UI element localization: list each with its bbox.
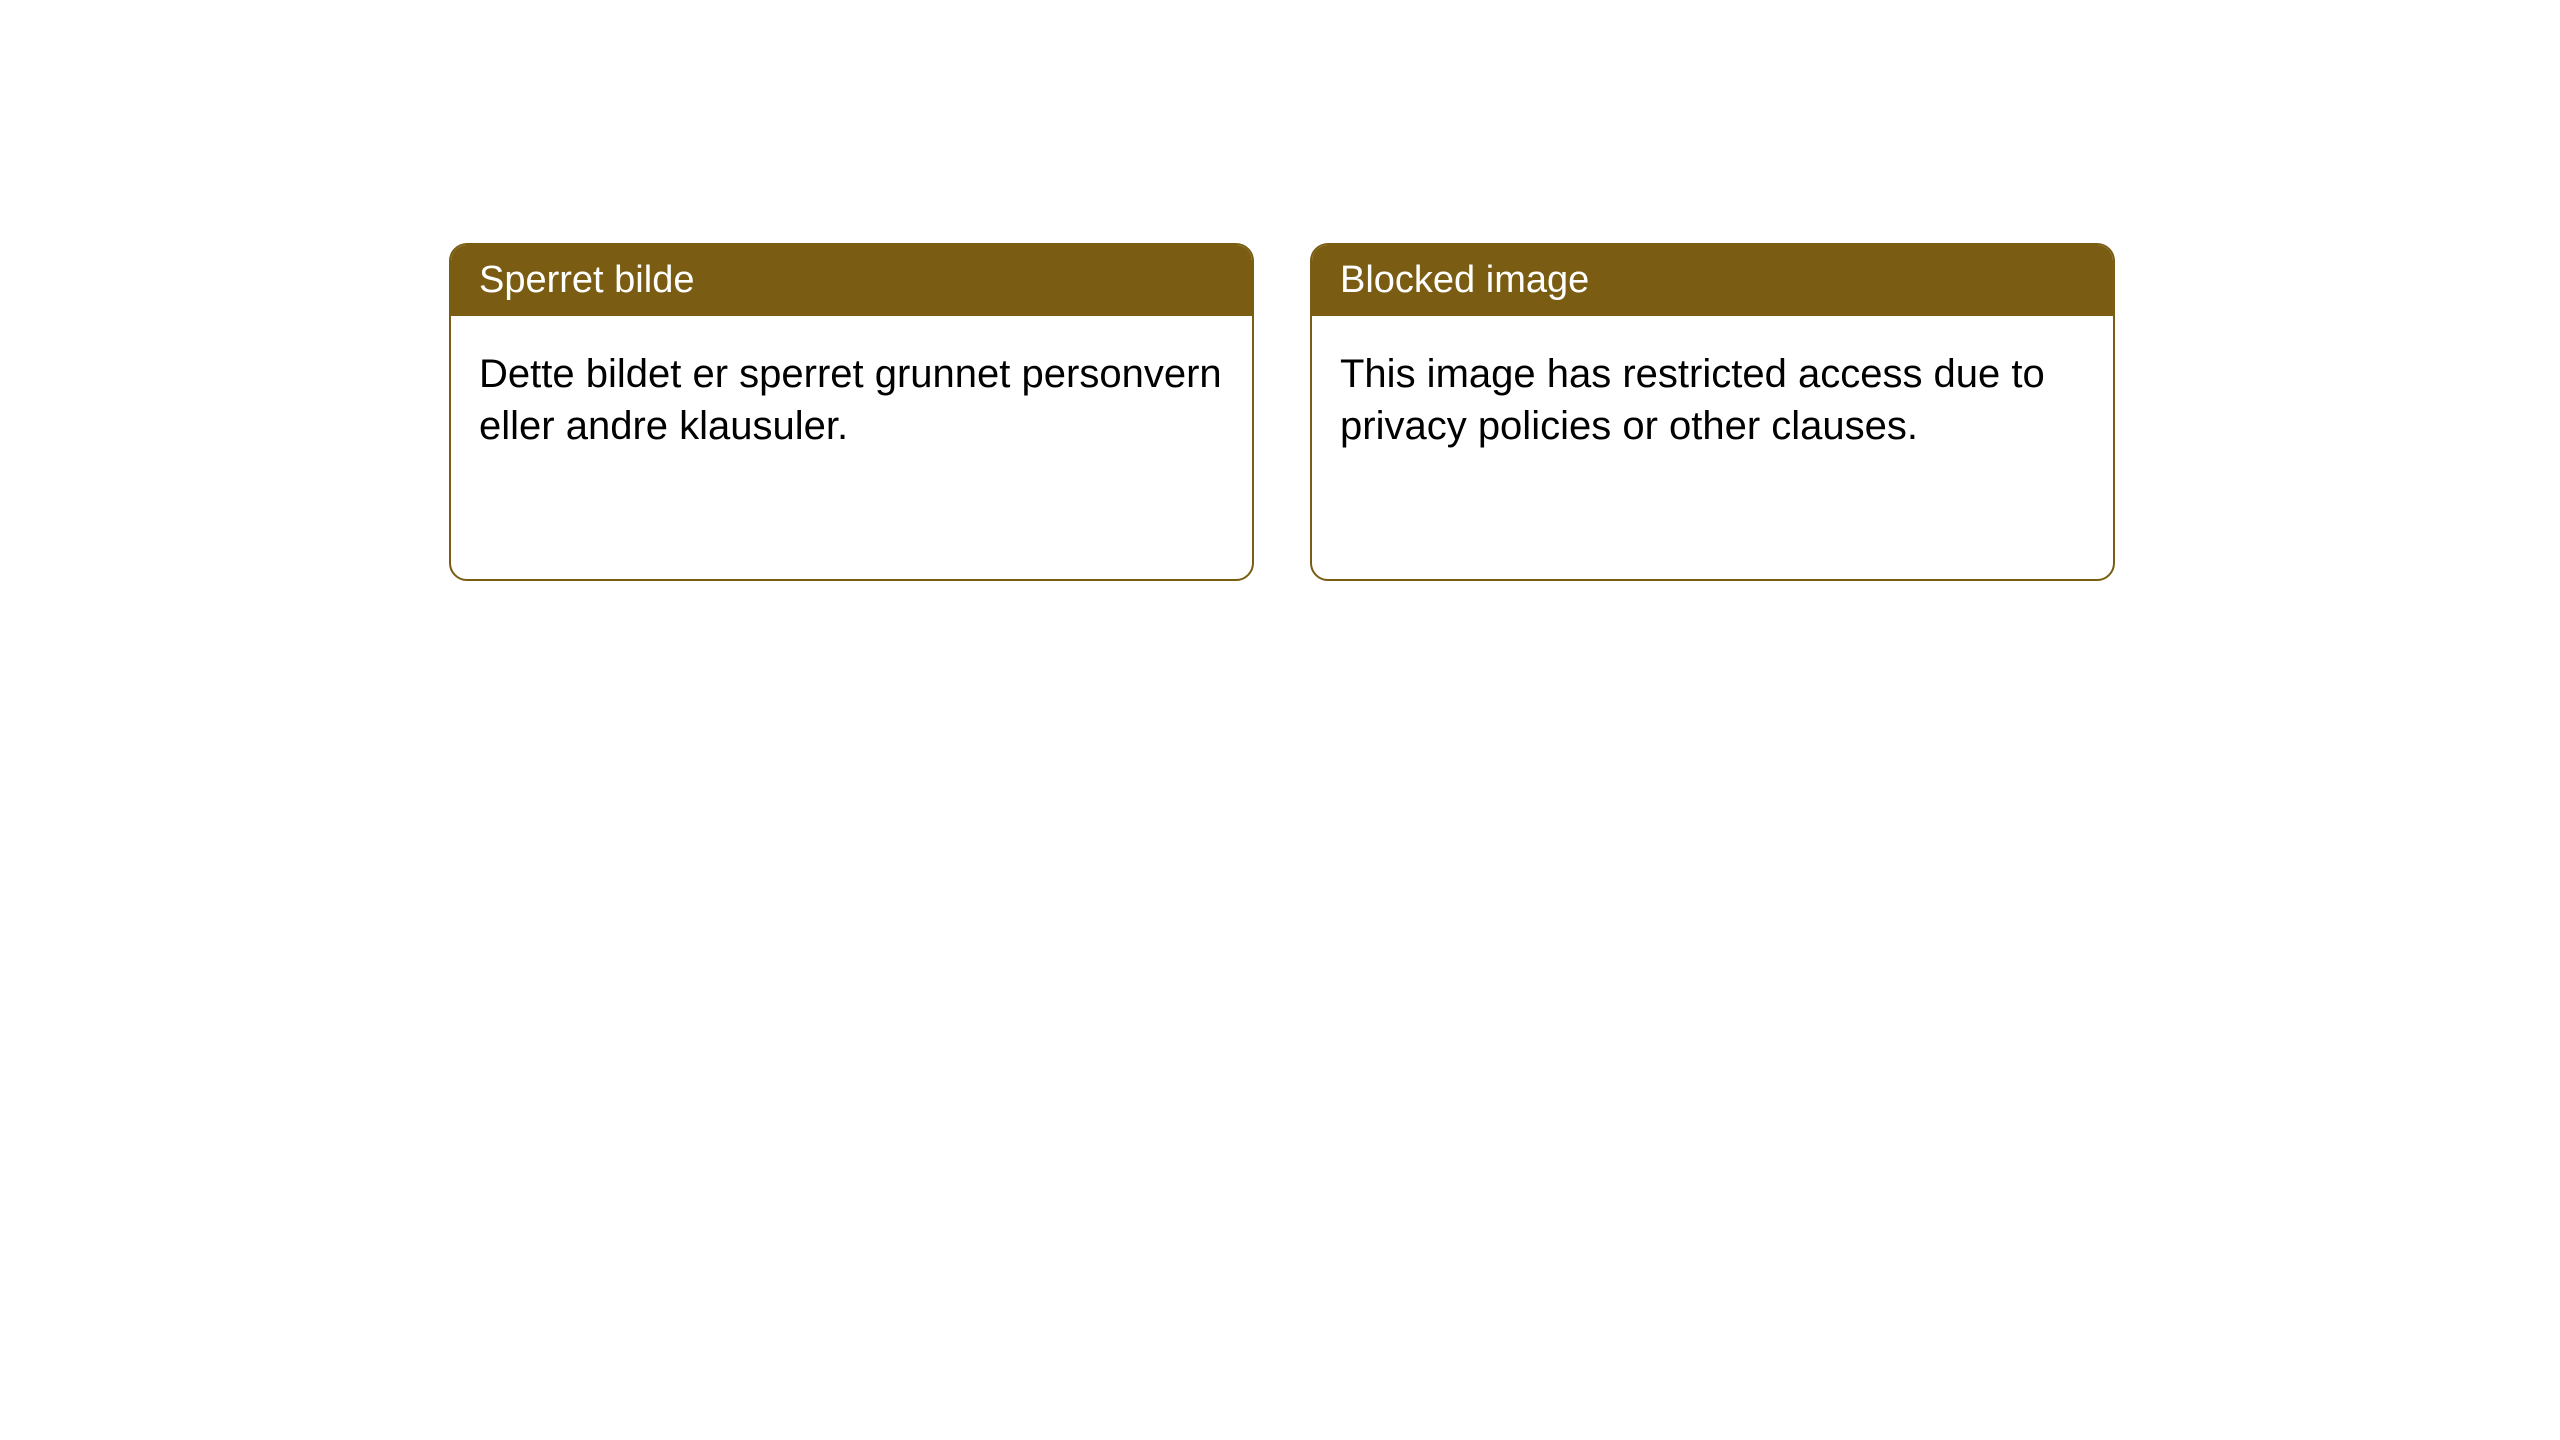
cards-container: Sperret bilde Dette bildet er sperret gr… [0,0,2560,581]
card-body-text: This image has restricted access due to … [1340,352,2045,448]
card-title: Sperret bilde [479,259,694,301]
card-header: Sperret bilde [451,245,1252,316]
card-body: Dette bildet er sperret grunnet personve… [451,316,1252,484]
card-body: This image has restricted access due to … [1312,316,2113,484]
blocked-image-card-english: Blocked image This image has restricted … [1310,243,2115,581]
card-header: Blocked image [1312,245,2113,316]
card-body-text: Dette bildet er sperret grunnet personve… [479,352,1222,448]
blocked-image-card-norwegian: Sperret bilde Dette bildet er sperret gr… [449,243,1254,581]
card-title: Blocked image [1340,259,1589,301]
